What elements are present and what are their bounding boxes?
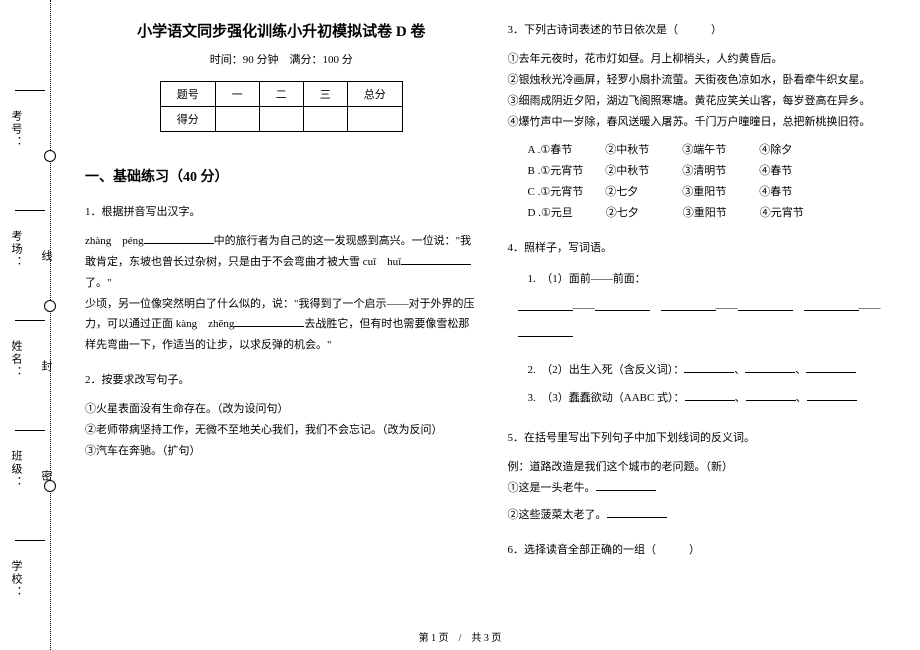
- q6-num: 6．选择读音全部正确的一组（ ）: [508, 540, 901, 561]
- q3-l4: ④爆竹声中一岁除，春风送暖入屠苏。千门万户曈曈日，总把新桃换旧符。: [508, 112, 901, 133]
- q2-l3: ③汽车在奔驰。（扩句）: [85, 441, 478, 462]
- blank-field[interactable]: [807, 389, 857, 401]
- q1-body: zhàng péng中的旅行者为自己的这一发现感到高兴。一位说："我敢肯定，东坡…: [85, 231, 478, 294]
- table-row: 得分: [160, 107, 402, 132]
- td-score: 得分: [160, 107, 215, 132]
- q5-ex: 例：道路改造是我们这个城市的老问题。（新）: [508, 457, 901, 478]
- q3-l1: ①去年元夜时，花市灯如昼。月上柳梢头，人约黄昏后。: [508, 49, 901, 70]
- page-footer: 第 1 页 / 共 3 页: [0, 629, 920, 644]
- td-blank[interactable]: [303, 107, 347, 132]
- question-6: 6．选择读音全部正确的一组（ ）: [508, 540, 901, 561]
- q4-s2: 2. （2）出生入死（含反义词）：、、: [528, 358, 901, 382]
- th-num: 题号: [160, 82, 215, 107]
- q5-l2-text: ②这些菠菜太老了。: [508, 509, 607, 521]
- exam-subtitle: 时间：90 分钟 满分：100 分: [85, 51, 478, 67]
- blank-field[interactable]: [595, 299, 650, 311]
- right-column: 3．下列古诗词表述的节日依次是（ ） ①去年元夜时，花市灯如昼。月上柳梢头，人约…: [508, 20, 901, 620]
- q1-body2: 少顷，另一位像突然明白了什么似的，说："我得到了一个启示——对于外界的压力，可以…: [85, 294, 478, 357]
- table-row: 题号 一 二 三 总分: [160, 82, 402, 107]
- blank-field[interactable]: [746, 389, 796, 401]
- blank-field[interactable]: [684, 361, 734, 373]
- binding-seal-xian: 线: [38, 250, 54, 261]
- td-blank[interactable]: [259, 107, 303, 132]
- q2-l1: ①火星表面没有生命存在。（改为设问句）: [85, 399, 478, 420]
- binding-circle: [44, 300, 56, 312]
- blank-field[interactable]: [518, 325, 573, 337]
- blank-field[interactable]: [234, 315, 304, 327]
- q4-s3-label: 3. （3）蠢蠢欲动（AABC 式）：: [528, 392, 685, 404]
- question-4: 4．照样子，写词语。 1. （1）面前——前面： —— —— —— 2. （2）…: [508, 238, 901, 414]
- left-column: 小学语文同步强化训练小升初模拟试卷 D 卷 时间：90 分钟 满分：100 分 …: [85, 20, 478, 620]
- blank-field[interactable]: [144, 232, 214, 244]
- q1-pinyin1: zhàng péng: [85, 235, 144, 247]
- q4-s1-label: 1. （1）面前——前面：: [528, 273, 646, 285]
- q3-optD: D .①元旦 ②七夕 ③重阳节 ④元宵节: [528, 203, 901, 224]
- th-3: 三: [303, 82, 347, 107]
- q3-optC: C .①元宵节 ②七夕 ③重阳节 ④春节: [528, 182, 901, 203]
- q1-text1c: 了。": [85, 277, 112, 289]
- th-2: 二: [259, 82, 303, 107]
- blank-field[interactable]: [661, 299, 716, 311]
- q3-num: 3．下列古诗词表述的节日依次是（ ）: [508, 20, 901, 41]
- blank-field[interactable]: [596, 479, 656, 491]
- exam-title: 小学语文同步强化训练小升初模拟试卷 D 卷: [85, 20, 478, 41]
- binding-circle: [44, 150, 56, 162]
- binding-school-line: [15, 540, 45, 541]
- q2-l2: ②老师带病坚持工作，无微不至地关心我们，我们不会忘记。（改为反问）: [85, 420, 478, 441]
- binding-class-line: [15, 430, 45, 431]
- binding-number-label: 考号：: [8, 110, 24, 149]
- td-blank[interactable]: [215, 107, 259, 132]
- blank-field[interactable]: [607, 506, 667, 518]
- binding-circle: [44, 480, 56, 492]
- question-2: 2．按要求改写句子。 ①火星表面没有生命存在。（改为设问句） ②老师带病坚持工作…: [85, 370, 478, 462]
- blank-field[interactable]: [745, 361, 795, 373]
- binding-number-line: [15, 90, 45, 91]
- q5-l2: ②这些菠菜太老了。: [508, 505, 901, 526]
- score-table: 题号 一 二 三 总分 得分: [160, 81, 403, 132]
- q3-l2: ②银烛秋光冷画屏，轻罗小扇扑流萤。天街夜色凉如水，卧看牵牛织女星。: [508, 70, 901, 91]
- q5-num: 5．在括号里写出下列句子中加下划线词的反义词。: [508, 428, 901, 449]
- binding-school-label: 学校：: [8, 560, 24, 599]
- th-total: 总分: [347, 82, 402, 107]
- q5-l1-text: ①这是一头老牛。: [508, 482, 596, 494]
- blank-field[interactable]: [738, 299, 793, 311]
- q3-optB: B .①元宵节 ②中秋节 ③清明节 ④春节: [528, 161, 901, 182]
- binding-name-label: 姓名：: [8, 340, 24, 379]
- binding-dotline: [50, 0, 51, 650]
- blank-field[interactable]: [685, 389, 735, 401]
- page-content: 小学语文同步强化训练小升初模拟试卷 D 卷 时间：90 分钟 满分：100 分 …: [75, 0, 910, 650]
- q3-l3: ③细雨成阴近夕阳，湖边飞阁照寒塘。黄花应笑关山客，每岁登高在异乡。: [508, 91, 901, 112]
- question-1: 1．根据拼音写出汉字。 zhàng péng中的旅行者为自己的这一发现感到高兴。…: [85, 202, 478, 356]
- td-blank[interactable]: [347, 107, 402, 132]
- q4-s1: 1. （1）面前——前面：: [528, 267, 901, 291]
- question-5: 5．在括号里写出下列句子中加下划线词的反义词。 例：道路改造是我们这个城市的老问…: [508, 428, 901, 526]
- q4-s1-blanks: —— —— ——: [518, 295, 901, 348]
- section-1-head: 一、基础练习（40 分）: [85, 166, 478, 186]
- binding-seal-feng: 封: [38, 360, 54, 371]
- q4-s2-label: 2. （2）出生入死（含反义词）：: [528, 364, 685, 376]
- q5-l1: ①这是一头老牛。: [508, 478, 901, 499]
- binding-seal-mi: 密: [38, 470, 54, 481]
- binding-strip: 学校： 班级： 姓名： 考场： 考号： 密 封 线: [0, 0, 70, 650]
- blank-field[interactable]: [518, 299, 573, 311]
- blank-field[interactable]: [806, 361, 856, 373]
- q2-num: 2．按要求改写句子。: [85, 370, 478, 391]
- q1-num: 1．根据拼音写出汉字。: [85, 202, 478, 223]
- binding-class-label: 班级：: [8, 450, 24, 489]
- q4-num: 4．照样子，写词语。: [508, 238, 901, 259]
- binding-name-line: [15, 320, 45, 321]
- binding-room-line: [15, 210, 45, 211]
- th-1: 一: [215, 82, 259, 107]
- question-3: 3．下列古诗词表述的节日依次是（ ） ①去年元夜时，花市灯如昼。月上柳梢头，人约…: [508, 20, 901, 224]
- blank-field[interactable]: [804, 299, 859, 311]
- q4-s3: 3. （3）蠢蠢欲动（AABC 式）：、、: [528, 386, 901, 410]
- q3-optA: A .①春节 ②中秋节 ③端午节 ④除夕: [528, 140, 901, 161]
- blank-field[interactable]: [401, 253, 471, 265]
- binding-room-label: 考场：: [8, 230, 24, 269]
